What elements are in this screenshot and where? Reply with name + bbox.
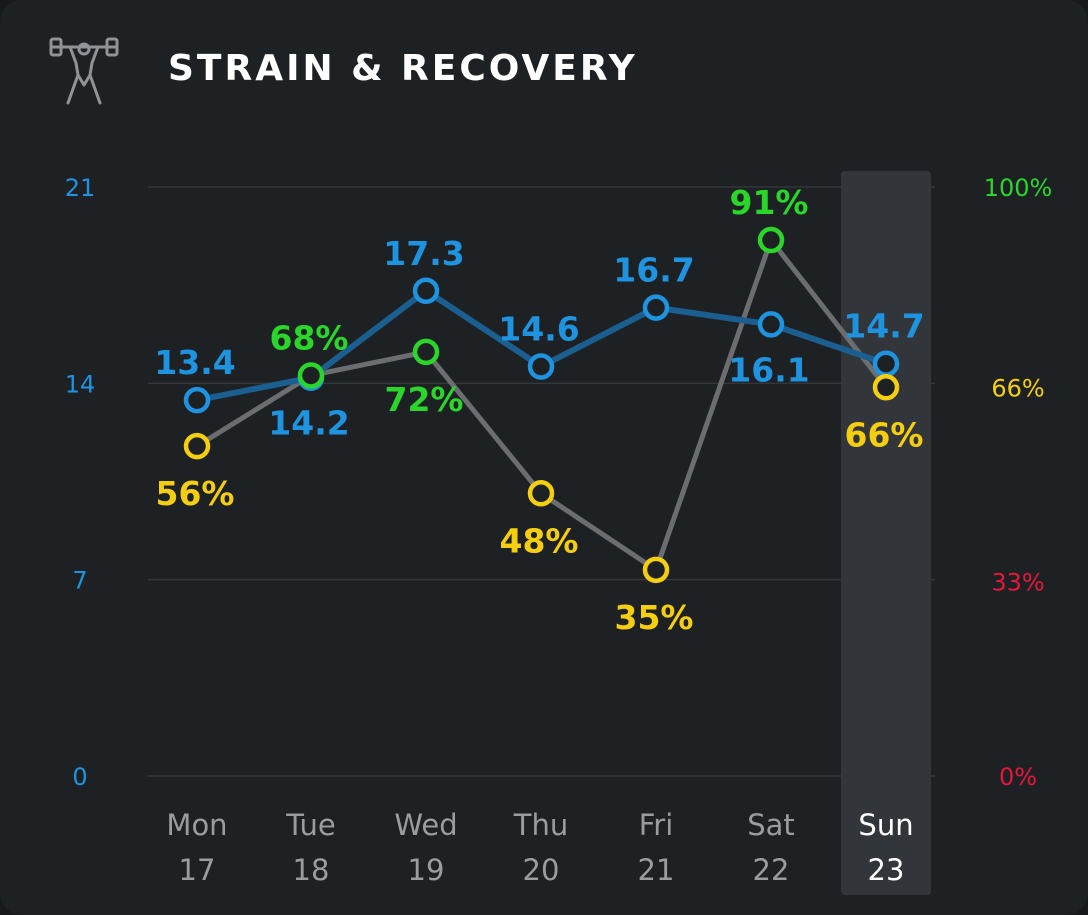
date-label: 21 (638, 853, 675, 887)
right-axis-tick-label: 66% (991, 374, 1044, 402)
right-axis-tick-label: 0% (999, 763, 1037, 791)
recovery-point (412, 338, 440, 366)
recovery-point (872, 374, 900, 401)
strain-value-label: 13.4 (154, 343, 235, 382)
strain-value-label: 14.2 (268, 404, 349, 443)
weightlifter-icon (49, 37, 119, 105)
strain-point (412, 277, 440, 305)
day-label: Thu (513, 808, 568, 842)
recovery-point (757, 226, 785, 254)
card-title: STRAIN & RECOVERY (168, 48, 638, 89)
strain-value-label: 14.7 (843, 307, 924, 346)
selected-day-highlight (841, 171, 931, 895)
strain-value-label: 14.6 (498, 310, 579, 349)
day-label: Wed (394, 808, 457, 842)
left-axis-tick-label: 7 (72, 567, 87, 595)
date-label: 19 (408, 853, 445, 887)
recovery-value-label: 35% (615, 598, 694, 637)
strain-value-label: 16.7 (613, 251, 694, 290)
date-label: 23 (868, 853, 905, 887)
strain-point (872, 350, 900, 377)
recovery-point (183, 432, 211, 460)
day-label: Fri (639, 808, 674, 842)
recovery-value-label: 66% (845, 415, 924, 454)
day-label: Sun (858, 808, 913, 842)
recovery-value-label: 48% (500, 521, 579, 560)
strain-value-label: 16.1 (728, 350, 809, 389)
recovery-value-label: 72% (385, 380, 464, 419)
strain-value-label: 17.3 (383, 234, 464, 273)
right-axis-tick-label: 33% (991, 569, 1044, 597)
date-label: 20 (523, 853, 560, 887)
date-label: 18 (293, 853, 330, 887)
right-axis-tick-label: 100% (984, 174, 1053, 202)
strain-point (183, 386, 211, 414)
recovery-point (297, 362, 325, 389)
strain-point (642, 294, 670, 321)
day-label: Sat (747, 808, 795, 842)
recovery-value-label: 68% (270, 318, 349, 357)
recovery-value-label: 91% (730, 183, 809, 222)
left-axis-tick-label: 14 (65, 370, 96, 398)
left-axis-tick-label: 0 (72, 763, 87, 791)
strain-point (527, 353, 555, 380)
left-axis-tick-label: 21 (65, 174, 96, 202)
recovery-point (527, 480, 555, 507)
date-label: 22 (753, 853, 790, 887)
day-label: Mon (166, 808, 227, 842)
card-header: STRAIN & RECOVERY (48, 30, 848, 120)
recovery-value-label: 56% (156, 474, 235, 513)
day-label: Tue (285, 808, 336, 842)
strain-point (757, 311, 785, 338)
date-label: 17 (179, 853, 216, 887)
recovery-point (642, 556, 670, 584)
